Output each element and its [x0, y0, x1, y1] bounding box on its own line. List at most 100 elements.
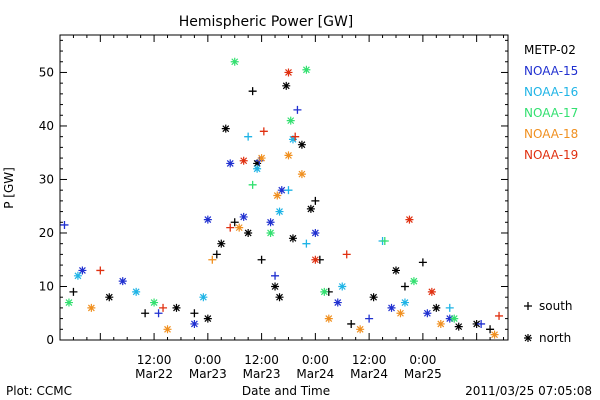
south-point — [248, 87, 257, 96]
south-point — [69, 287, 78, 296]
north-point — [163, 325, 172, 334]
y-axis: 0 10 20 30 40 50 — [39, 39, 508, 347]
south-point — [226, 223, 235, 232]
south-point — [495, 311, 504, 320]
north-point — [311, 228, 320, 237]
south-point — [347, 319, 356, 328]
marker-legend-entry: south — [524, 299, 573, 313]
north-point — [454, 322, 463, 331]
north-point — [239, 156, 248, 165]
south-point — [311, 196, 320, 205]
north-point — [288, 135, 297, 144]
south-point — [244, 132, 253, 141]
south-point — [293, 105, 302, 114]
south-point — [159, 303, 168, 312]
north-point — [199, 293, 208, 302]
north-point — [369, 293, 378, 302]
north-point — [432, 303, 441, 312]
footer-credit: Plot: CCMC — [6, 384, 72, 398]
north-point — [400, 298, 409, 307]
south-point — [418, 258, 427, 267]
north-point — [150, 298, 159, 307]
north-point — [253, 164, 262, 173]
north-point — [405, 215, 414, 224]
x-axis: 12:00Mar220:00Mar2312:00Mar230:00Mar2412… — [59, 35, 505, 381]
legend-entry: NOAA-18 — [524, 127, 578, 141]
north-point — [64, 298, 73, 307]
south-point — [154, 309, 163, 318]
legend-entry: NOAA-17 — [524, 106, 578, 120]
south-point — [257, 255, 266, 264]
south-point — [141, 309, 150, 318]
north-point — [190, 319, 199, 328]
north-point — [306, 204, 315, 213]
series-noaa-18 — [87, 151, 499, 339]
y-axis-label: P [GW] — [2, 167, 16, 209]
north-point — [284, 151, 293, 160]
north-point — [275, 207, 284, 216]
x-tick-label-date: Mar22 — [135, 367, 173, 381]
north-point — [221, 124, 230, 133]
north-point — [73, 271, 82, 280]
marker-legend-label: north — [539, 331, 571, 345]
x-tick-label-time: 12:00 — [352, 353, 387, 367]
south-point — [208, 255, 217, 264]
north-point — [436, 319, 445, 328]
north-point — [277, 186, 286, 195]
legend-entry: METP-02 — [524, 43, 576, 57]
y-tick-label: 10 — [39, 279, 54, 293]
south-point — [400, 282, 409, 291]
chart-title: Hemispheric Power [GW] — [179, 14, 354, 30]
x-tick-label-time: 12:00 — [244, 353, 279, 367]
north-point — [253, 159, 262, 168]
x-tick-label-date: Mar24 — [350, 367, 388, 381]
south-point — [259, 127, 268, 136]
north-point — [356, 325, 365, 334]
y-tick-label: 50 — [39, 65, 54, 79]
north-point — [275, 293, 284, 302]
x-tick-label-time: 0:00 — [302, 353, 329, 367]
north-point — [172, 303, 181, 312]
north-point — [423, 309, 432, 318]
north-point — [217, 239, 226, 248]
x-tick-label-date: Mar24 — [296, 367, 334, 381]
north-point — [203, 215, 212, 224]
legend-entry: NOAA-19 — [524, 148, 578, 162]
north-point — [450, 314, 459, 323]
north-point — [333, 298, 342, 307]
south-point — [230, 218, 239, 227]
north-point — [427, 287, 436, 296]
north-point — [78, 266, 87, 275]
north-point — [396, 309, 405, 318]
marker-legend: south north — [524, 299, 573, 345]
plot-frame — [59, 34, 509, 341]
north-point — [472, 319, 481, 328]
north-point — [490, 330, 499, 339]
south-point — [248, 180, 257, 189]
plot-area — [59, 34, 509, 341]
north-point — [409, 277, 418, 286]
north-point — [273, 191, 282, 200]
north-point — [286, 116, 295, 125]
north-point — [284, 68, 293, 77]
north-point — [244, 228, 253, 237]
north-point — [257, 154, 266, 163]
x-tick-label-date: Mar23 — [243, 367, 281, 381]
north-point — [266, 228, 275, 237]
x-tick-label-time: 0:00 — [194, 353, 221, 367]
north-point — [230, 57, 239, 66]
north-point — [87, 303, 96, 312]
legend: METP-02 NOAA-15 NOAA-16 NOAA-17 NOAA-18 NOAA-… — [524, 43, 578, 162]
north-point — [239, 212, 248, 221]
north-point — [235, 223, 244, 232]
y-tick-label: 30 — [39, 172, 54, 186]
north-point — [324, 314, 333, 323]
x-tick-label-date: Mar23 — [189, 367, 227, 381]
y-tick-label: 0 — [46, 333, 54, 347]
north-point — [320, 287, 329, 296]
south-point — [302, 239, 311, 248]
series-noaa-17 — [64, 57, 459, 323]
north-point — [387, 303, 396, 312]
north-point — [118, 277, 127, 286]
marker-legend-label: south — [539, 299, 573, 313]
